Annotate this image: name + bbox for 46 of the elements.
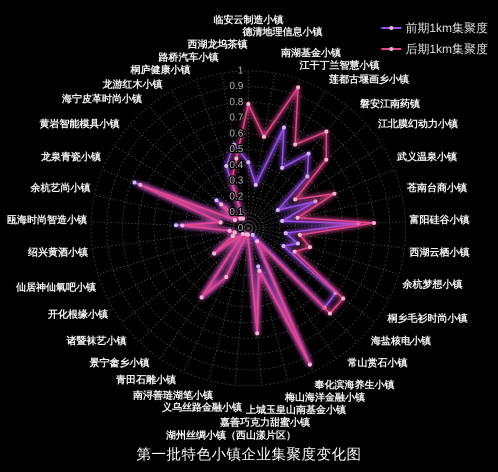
category-label: 武义温泉小镇 xyxy=(396,152,457,163)
category-label: 龙泉青瓷小镇 xyxy=(40,152,101,163)
category-label: 开化根缘小镇 xyxy=(48,309,108,320)
category-label: 苍南台商小镇 xyxy=(406,182,467,194)
category-label: 德清地理信息小镇 xyxy=(242,27,322,38)
category-label: 湖州丝绸小镇（西山漾片区） xyxy=(166,430,296,442)
category-label: 海盐核电小镇 xyxy=(371,336,432,347)
tick-label: 1 xyxy=(238,66,244,76)
category-label: 桐庐健康小镇 xyxy=(130,64,190,76)
legend-label: 后期1km集聚度 xyxy=(405,42,488,56)
category-label: 西湖龙坞茶镇 xyxy=(187,40,248,51)
category-label: 莲都古堰画乡小镇 xyxy=(329,74,410,86)
category-label: 西湖云栖小镇 xyxy=(410,248,470,259)
category-label: 青田石雕小镇 xyxy=(116,375,176,386)
legend-label: 前期1km集聚度 xyxy=(405,21,488,35)
category-label: 景宁畲乡小镇 xyxy=(90,358,150,370)
category-label: 嘉善巧克力甜蜜小镇 xyxy=(220,418,310,429)
category-label: 江干丁兰智慧小镇 xyxy=(300,60,380,72)
category-label: 江北膜幻动力小镇 xyxy=(378,119,458,130)
category-label: 常山赏石小镇 xyxy=(347,358,408,369)
category-label: 义乌丝路金融小镇 xyxy=(162,402,242,414)
category-label: 绍兴黄酒小镇 xyxy=(28,248,88,259)
category-label: 余杭艺尚小镇 xyxy=(30,182,91,194)
category-label: 临安云制造小镇 xyxy=(213,15,284,26)
category-label: 富阳硅谷小镇 xyxy=(410,215,470,226)
category-label: 梅山海洋金融小镇 xyxy=(285,392,366,404)
tick-label: 0.8 xyxy=(229,96,244,108)
category-label: 瓯海时尚智造小镇 xyxy=(6,214,87,226)
tick-label: 0.9 xyxy=(229,81,244,92)
category-label: 奉化滨海养生小镇 xyxy=(314,380,395,391)
category-label: 磐安江南药镇 xyxy=(360,99,420,110)
category-label: 诸暨袜艺小镇 xyxy=(66,336,127,347)
tick-label: 0.1 xyxy=(229,207,244,218)
category-label: 上城玉皇山南基金小镇 xyxy=(246,405,346,416)
tick-label: 0 xyxy=(238,222,244,234)
category-label: 路桥汽车小镇 xyxy=(158,52,218,64)
category-label: 仙居神仙氧吧小镇 xyxy=(16,282,96,294)
category-label: 南湖基金小镇 xyxy=(280,48,341,59)
title: 第一批特色小镇企业集聚度变化图 xyxy=(136,447,362,463)
category-label: 桐乡毛衫时尚小镇 xyxy=(388,313,468,324)
category-label: 黄岩智能模具小镇 xyxy=(39,119,120,130)
tick-label: 0.7 xyxy=(229,112,244,124)
category-label: 龙游红木小镇 xyxy=(102,79,162,90)
category-label: 海宁皮革时尚小镇 xyxy=(62,94,142,106)
category-label: 南浔善琏湖笔小镇 xyxy=(133,390,214,402)
category-label: 余杭梦想小镇 xyxy=(402,280,463,291)
